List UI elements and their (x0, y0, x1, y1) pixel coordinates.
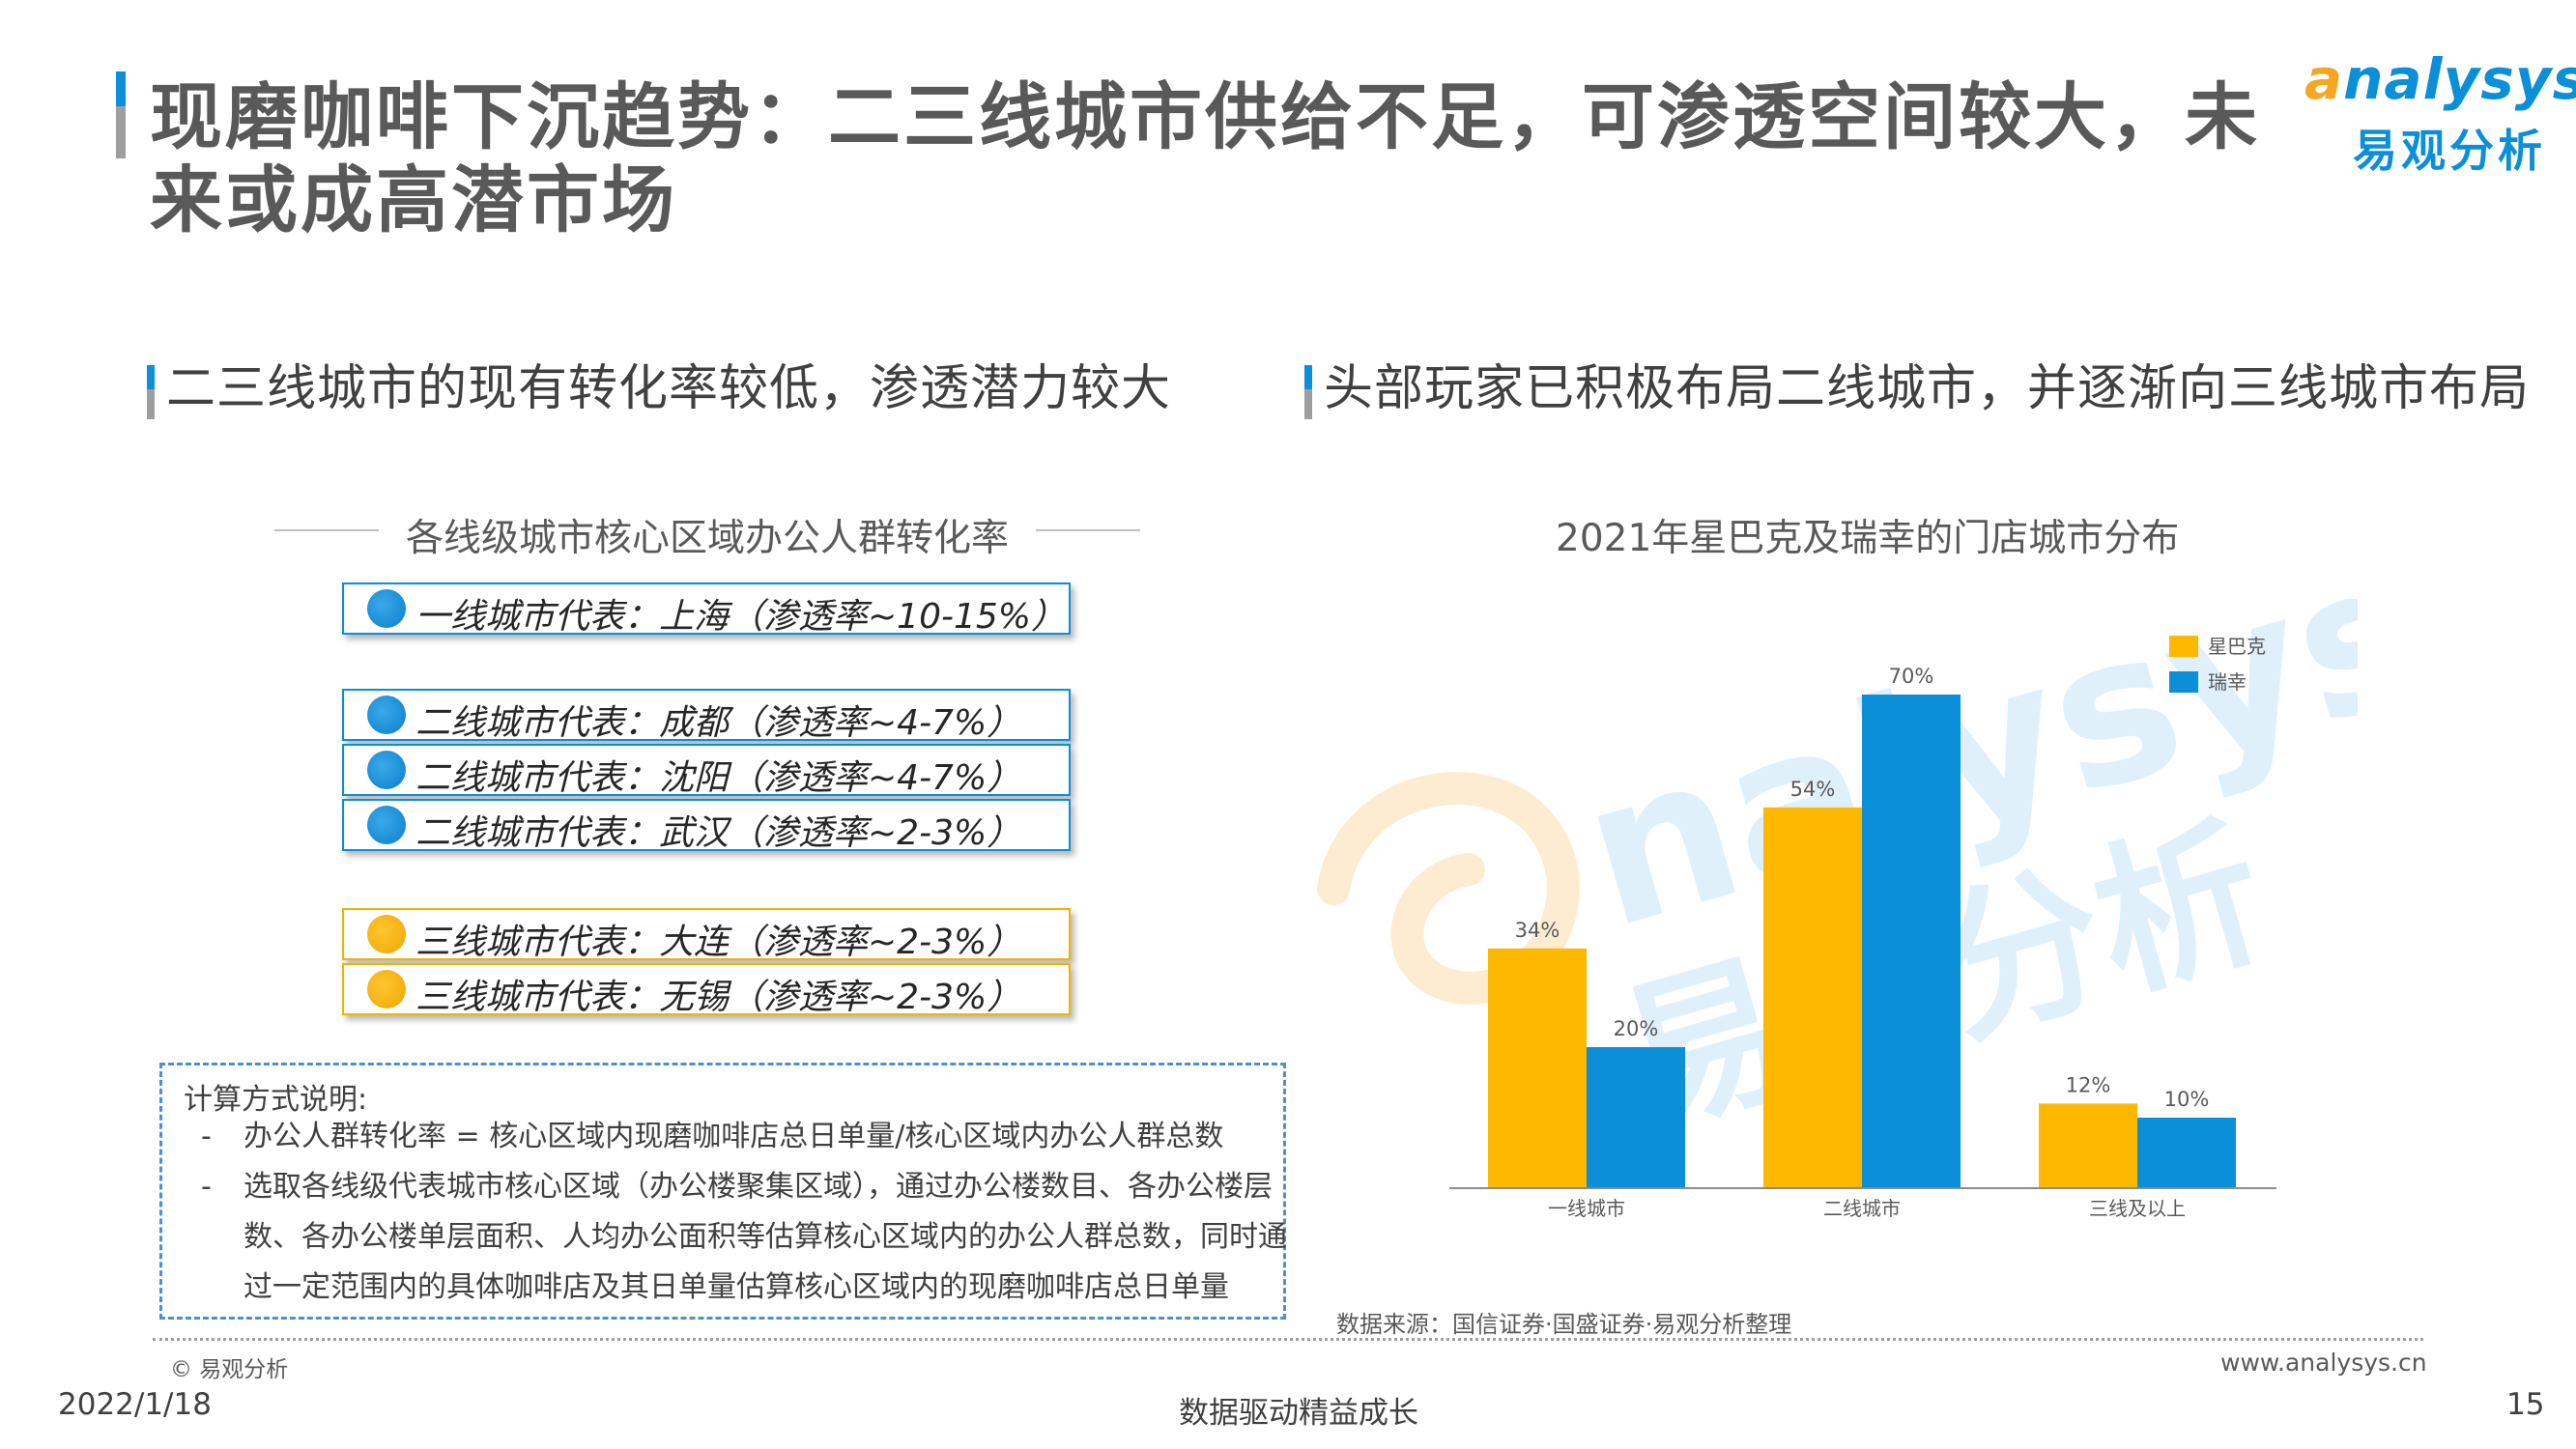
calculation-note-box: 计算方式说明: - 办公人群转化率 = 核心区域内现磨咖啡店总日单量/核心区域内… (159, 1063, 1287, 1320)
city-item-label: 三线城市代表：无锡（渗透率~2-3%） (415, 978, 1022, 1017)
copyright: © 易观分析 (170, 1357, 289, 1382)
conversion-rate-subtitle: 各线级城市核心区域办公人群转化率 (406, 517, 1010, 560)
city-item-dalian: 三线城市代表：大连（渗透率~2-3%） (342, 908, 1071, 962)
bar-瑞幸-三线及以上 (2137, 1118, 2236, 1188)
logo-chinese-name: 易观分析 (2353, 125, 2546, 177)
logo-wordmark: analysys (2304, 46, 2576, 112)
city-item-chengdu: 二线城市代表：成都（渗透率~4-7%） (342, 689, 1071, 743)
x-tick-label: 一线城市 (1548, 1197, 1625, 1220)
left-section-heading: 二三线城市的现有转化率较低，渗透潜力较大 (166, 360, 1172, 417)
note-line-1: 办公人群转化率 = 核心区域内现磨咖啡店总日单量/核心区域内办公人群总数 (243, 1120, 1224, 1153)
slide-date: 2022/1/18 (58, 1387, 212, 1422)
chart-title: 2021年星巴克及瑞幸的门店城市分布 (1556, 517, 2180, 560)
legend-label: 瑞幸 (2208, 670, 2247, 694)
bar-value-label: 54% (1790, 778, 1836, 801)
right-section-accent-bar (1304, 365, 1312, 419)
bar-value-label: 20% (1614, 1017, 1659, 1040)
bar-星巴克-二线城市 (1763, 807, 1862, 1188)
bar-瑞幸-二线城市 (1862, 695, 1961, 1188)
bar-瑞幸-一线城市 (1587, 1047, 1685, 1188)
bar-value-label: 34% (1515, 919, 1560, 942)
logo-wordmark-initial: a (2304, 46, 2344, 112)
tier-dot-icon (367, 915, 406, 953)
tier-dot-icon (367, 696, 406, 734)
tier-dot-icon (367, 970, 406, 1009)
city-item-wuxi: 三线城市代表：无锡（渗透率~2-3%） (342, 963, 1071, 1017)
note-line-4: 过一定范围内的具体咖啡店及其日单量估算核心区域内的现磨咖啡店总日单量 (243, 1270, 1229, 1304)
city-item-label: 三线城市代表：大连（渗透率~2-3%） (415, 923, 1022, 962)
note-line-3: 数、各办公楼单层面积、人均办公面积等估算核心区域内的办公人群总数，同时通 (243, 1220, 1287, 1254)
tier-dot-icon (367, 751, 406, 789)
bar-星巴克-三线及以上 (2039, 1103, 2137, 1188)
bar-星巴克-一线城市 (1488, 948, 1587, 1188)
legend-swatch-星巴克 (2169, 636, 2198, 657)
city-item-label: 二线城市代表：沈阳（渗透率~4-7%） (415, 758, 1022, 798)
city-item-label: 二线城市代表：武汉（渗透率~2-3%） (415, 813, 1022, 853)
page-number: 15 (2506, 1387, 2545, 1422)
x-tick-label: 二线城市 (1823, 1197, 1901, 1220)
right-section-heading: 头部玩家已积极布局二线城市，并逐渐向三线城市布局 (1324, 360, 2531, 417)
note-bullet: - (201, 1120, 212, 1153)
note-heading: 计算方式说明: (184, 1083, 368, 1117)
city-item-label: 一线城市代表：上海（渗透率~10-15%） (415, 597, 1066, 637)
page-title: 现磨咖啡下沉趋势：二三线城市供给不足，可渗透空间较大，未来或成高潜市场 (150, 74, 2261, 242)
subtitle-rule-left (274, 529, 379, 531)
title-accent-bar (116, 71, 126, 158)
footer-divider (153, 1338, 2423, 1341)
tier-dot-icon (367, 589, 406, 628)
bar-value-label: 12% (2066, 1073, 2111, 1096)
x-tick-label: 三线及以上 (2089, 1197, 2186, 1220)
subtitle-rule-right (1036, 529, 1140, 531)
tier-dot-icon (367, 806, 406, 844)
website-link[interactable]: www.analysys.cn (2220, 1349, 2427, 1377)
left-section-accent-bar (147, 365, 155, 419)
city-item-label: 二线城市代表：成都（渗透率~4-7%） (415, 703, 1022, 743)
logo-wordmark-rest: nalysys (2343, 46, 2576, 112)
bar-value-label: 70% (1889, 665, 1934, 688)
data-source: 数据来源：国信证券·国盛证券·易观分析整理 (1336, 1311, 1792, 1338)
city-item-shenyang: 二线城市代表：沈阳（渗透率~4-7%） (342, 744, 1071, 798)
legend-label: 星巴克 (2208, 635, 2266, 658)
slogan: 数据驱动精益成长 (1179, 1396, 1418, 1431)
bar-value-label: 10% (2164, 1088, 2210, 1111)
city-item-shanghai: 一线城市代表：上海（渗透率~10-15%） (342, 582, 1071, 637)
note-line-2: 选取各线级代表城市核心区域（办公楼聚集区域），通过办公楼数目、各办公楼层 (243, 1170, 1273, 1204)
note-bullet: - (201, 1170, 212, 1204)
city-item-wuhan: 二线城市代表：武汉（渗透率~2-3%） (342, 799, 1071, 853)
analysys-logo: analysys 易观分析 (2304, 46, 2576, 182)
legend-swatch-瑞幸 (2169, 671, 2198, 693)
